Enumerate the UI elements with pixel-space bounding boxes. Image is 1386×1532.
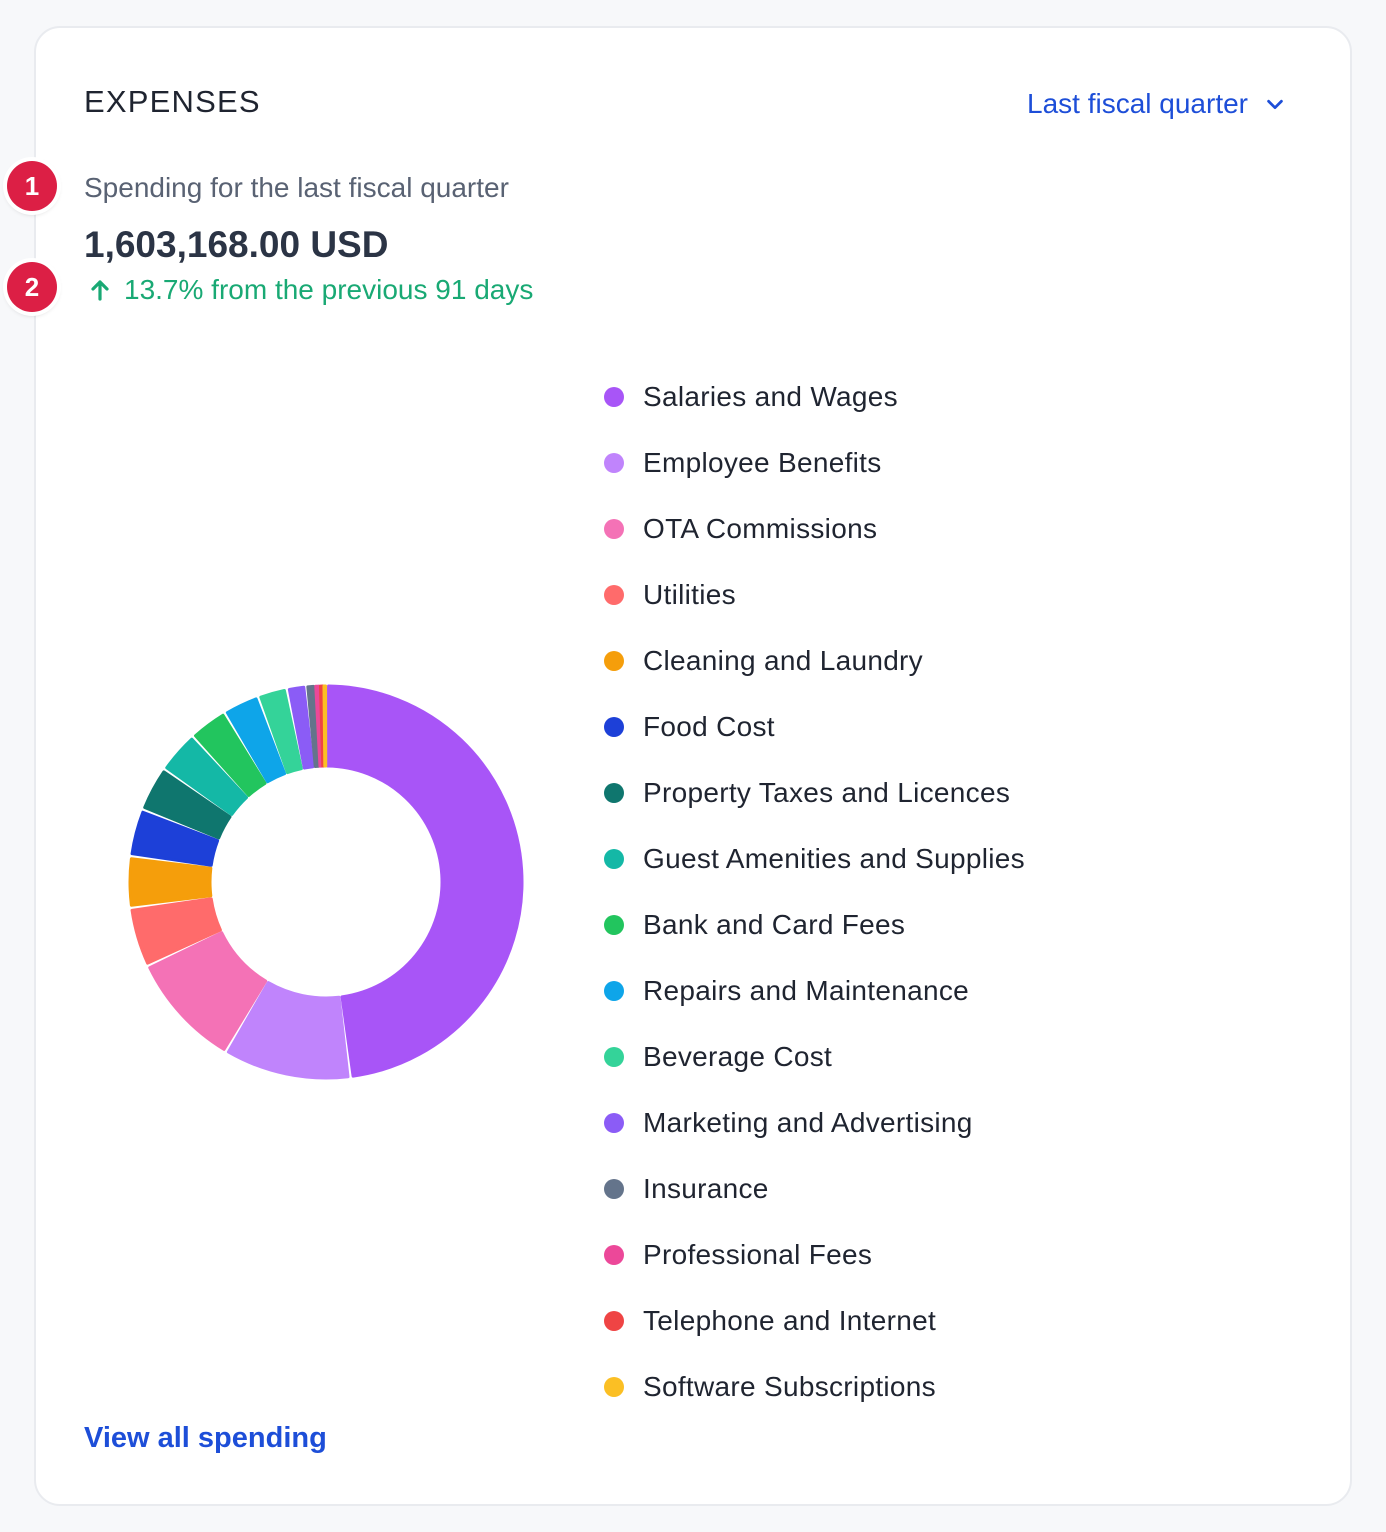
donut-slice[interactable] [322,684,328,768]
step-marker-1: 1 [7,161,57,211]
expenses-card: EXPENSES Last fiscal quarter Spending fo… [34,26,1352,1506]
legend-color-dot [604,849,624,869]
legend-item: Professional Fees [604,1222,1025,1288]
legend-color-dot [604,1245,624,1265]
legend-label: Employee Benefits [643,447,882,478]
period-dropdown-label: Last fiscal quarter [1027,88,1248,119]
donut-slice[interactable] [130,897,222,965]
legend-label: Beverage Cost [643,1041,833,1072]
change-text: 13.7% from the previous 91 days [124,274,534,305]
legend-item: Food Cost [604,694,1025,760]
step-marker-2: 2 [7,262,57,312]
legend-item: Utilities [604,562,1025,628]
period-dropdown[interactable]: Last fiscal quarter [1027,88,1286,120]
donut-slice[interactable] [165,737,249,816]
legend-color-dot [604,717,624,737]
legend-item: Telephone and Internet [604,1288,1025,1354]
legend-label: Bank and Card Fees [643,909,906,940]
legend-item: Property Taxes and Licences [604,760,1025,826]
donut-slice[interactable] [143,770,232,840]
donut-slice[interactable] [194,713,267,797]
donut-slice[interactable] [148,931,268,1051]
card-title: EXPENSES [84,84,261,119]
donut-slice[interactable] [128,857,213,907]
legend-color-dot [604,1047,624,1067]
legend-label: Marketing and Advertising [643,1107,973,1138]
legend-item: Repairs and Maintenance [604,958,1025,1024]
view-all-spending-link[interactable]: View all spending [84,1422,327,1454]
donut-slice[interactable] [326,684,524,1078]
legend-label: Guest Amenities and Supplies [643,843,1025,874]
arrow-up-icon [91,280,109,301]
legend-item: Cleaning and Laundry [604,628,1025,694]
legend-label: Insurance [643,1173,769,1204]
donut-slice[interactable] [130,810,220,867]
legend-item: Salaries and Wages [604,364,1025,430]
expenses-donut-chart [128,684,524,1080]
legend-color-dot [604,1311,624,1331]
legend-color-dot [604,519,624,539]
legend-label: Repairs and Maintenance [643,975,969,1006]
legend-label: Salaries and Wages [643,381,898,412]
legend-color-dot [604,1377,624,1397]
legend-item: Beverage Cost [604,1024,1025,1090]
legend-label: Property Taxes and Licences [643,777,1011,808]
donut-slice[interactable] [259,688,303,775]
legend-item: Employee Benefits [604,430,1025,496]
change-indicator: 13.7% from the previous 91 days [88,274,533,306]
legend-color-dot [604,651,624,671]
legend-color-dot [604,915,624,935]
legend-label: Cleaning and Laundry [643,645,923,676]
legend-label: Telephone and Internet [643,1305,937,1336]
legend-label: Professional Fees [643,1239,873,1270]
total-amount: 1,603,168.00 USD [84,224,389,265]
legend-color-dot [604,1179,624,1199]
legend-item: OTA Commissions [604,496,1025,562]
legend-item: Bank and Card Fees [604,892,1025,958]
legend-color-dot [604,981,624,1001]
donut-slice[interactable] [287,685,315,770]
legend-item: Guest Amenities and Supplies [604,826,1025,892]
legend-item: Software Subscriptions [604,1354,1025,1420]
legend-label: Software Subscriptions [643,1371,936,1402]
donut-slice[interactable] [226,981,350,1080]
legend-item: Insurance [604,1156,1025,1222]
legend-item: Marketing and Advertising [604,1090,1025,1156]
legend-color-dot [604,783,624,803]
legend-color-dot [604,1113,624,1133]
legend-label: Utilities [643,579,736,610]
donut-slice[interactable] [225,697,287,784]
legend-label: OTA Commissions [643,513,878,544]
chart-legend: Salaries and Wages Employee Benefits OTA C… [604,364,1025,1420]
legend-label: Food Cost [643,711,775,742]
legend-color-dot [604,453,624,473]
legend-color-dot [604,585,624,605]
spending-subtitle: Spending for the last fiscal quarter [84,172,509,203]
legend-color-dot [604,387,624,407]
chevron-down-icon [1267,99,1283,110]
